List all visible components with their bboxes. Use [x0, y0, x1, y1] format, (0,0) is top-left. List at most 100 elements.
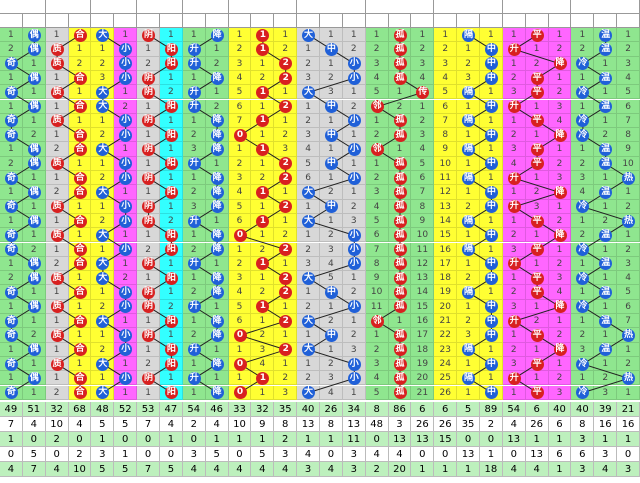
column-header	[594, 14, 618, 28]
group-title	[365, 0, 435, 14]
grid-cell: 1	[320, 113, 343, 129]
grid-cell: 2	[320, 185, 343, 200]
trend-ball: 孤	[393, 200, 407, 214]
trend-ball: 孤	[393, 271, 407, 285]
grid-cell: 10	[617, 156, 640, 171]
grid-cell: 2	[502, 128, 526, 143]
grid-cell: 1	[502, 213, 526, 229]
grid-cell: 1	[182, 28, 206, 43]
stat-cell: 1	[434, 461, 458, 477]
group-title	[434, 0, 503, 14]
grid-cell: 1	[297, 285, 320, 300]
group-title	[0, 0, 46, 14]
trend-ball: 0	[233, 386, 247, 400]
trend-ball: 偶	[27, 100, 41, 114]
grid-cell: 3	[548, 271, 572, 286]
stat-cell: 2	[480, 416, 503, 432]
stat-cell: 3	[297, 461, 320, 477]
grid-cell: 1	[457, 256, 480, 272]
grid-cell: 3	[182, 199, 206, 214]
grid-cell: 1	[480, 28, 503, 43]
column-header	[548, 14, 572, 28]
stat-cell: 6	[434, 401, 458, 417]
grid-cell: 2	[320, 314, 343, 329]
grid-cell: 1	[457, 128, 480, 143]
grid-cell: 2	[365, 171, 389, 186]
stat-cell: 26	[434, 416, 458, 432]
grid-cell: 3	[502, 356, 526, 372]
grid-cell: 1	[114, 85, 138, 100]
grid-cell: 1	[205, 342, 229, 357]
grid-cell: 2	[91, 342, 115, 357]
grid-cell: 6	[228, 213, 252, 229]
trend-ball: 平	[530, 357, 544, 371]
grid-cell: 3	[594, 385, 618, 400]
trend-ball: 降	[210, 200, 224, 214]
trend-ball: 偶	[27, 185, 41, 199]
grid-cell: 26	[434, 385, 458, 400]
trend-ball: 质	[50, 200, 64, 214]
grid-cell: 1	[594, 199, 618, 214]
stat-cell: 13	[525, 446, 549, 462]
grid-cell: 2	[274, 371, 298, 386]
stat-cell: 4	[502, 416, 526, 432]
grid-cell: 1	[182, 113, 206, 129]
trend-ball: 合	[73, 314, 87, 328]
grid-cell: 3	[251, 342, 275, 357]
grid-cell: 3	[502, 85, 526, 100]
grid-cell: 1	[274, 213, 298, 229]
column-header	[91, 14, 115, 28]
grid-cell: 1	[342, 271, 366, 286]
stat-cell: 4	[388, 446, 412, 462]
column-header	[365, 14, 389, 28]
grid-cell: 2	[182, 242, 206, 257]
grid-cell: 16	[434, 242, 458, 257]
column-header	[205, 14, 229, 28]
trend-ball: 隔	[462, 214, 476, 228]
trend-ball: 1	[256, 214, 270, 228]
grid-cell: 1	[365, 328, 389, 343]
grid-cell: 1	[91, 113, 115, 129]
grid-cell: 2	[182, 128, 206, 143]
trend-ball: 降	[553, 128, 567, 142]
grid-cell: 1	[617, 28, 640, 43]
stat-cell: 8	[571, 416, 595, 432]
stat-cell: 3	[342, 461, 366, 477]
grid-cell: 14	[411, 285, 435, 300]
stat-cell: 20	[388, 461, 412, 477]
grid-cell: 1	[68, 199, 92, 214]
stat-cell: 40	[297, 401, 320, 417]
grid-cell: 2	[0, 42, 23, 57]
trend-ball: 2	[279, 271, 293, 285]
grid-cell: 1	[68, 113, 92, 129]
trend-ball: 中	[484, 328, 498, 342]
grid-cell: 3	[342, 213, 366, 229]
trend-ball: 升	[507, 371, 521, 385]
grid-cell: 7	[411, 185, 435, 200]
trend-ball: 升	[187, 371, 201, 385]
grid-cell: 2	[137, 242, 160, 257]
grid-cell: 1	[411, 28, 435, 43]
grid-cell: 9	[365, 271, 389, 286]
grid-cell: 2	[365, 42, 389, 57]
grid-cell: 14	[434, 213, 458, 229]
grid-cell: 2	[320, 228, 343, 243]
trend-ball: 0	[233, 357, 247, 371]
stat-cell: 4	[251, 461, 275, 477]
grid-cell: 1	[571, 28, 595, 43]
trend-ball: 奇	[4, 128, 18, 142]
grid-cell: 22	[434, 328, 458, 343]
grid-cell: 2	[388, 99, 412, 114]
grid-cell: 4	[617, 271, 640, 286]
grid-cell: 7	[228, 113, 252, 129]
stat-cell: 47	[160, 401, 183, 417]
trend-ball: 孤	[393, 42, 407, 56]
stat-cell: 0	[228, 446, 252, 462]
trend-ball: 小	[347, 143, 361, 157]
grid-cell: 3	[91, 70, 115, 86]
grid-cell: 1	[525, 342, 549, 357]
grid-cell: 1	[45, 371, 69, 386]
stat-cell: 8	[365, 401, 389, 417]
grid-cell: 1	[114, 185, 138, 200]
stat-cell: 2	[365, 461, 389, 477]
